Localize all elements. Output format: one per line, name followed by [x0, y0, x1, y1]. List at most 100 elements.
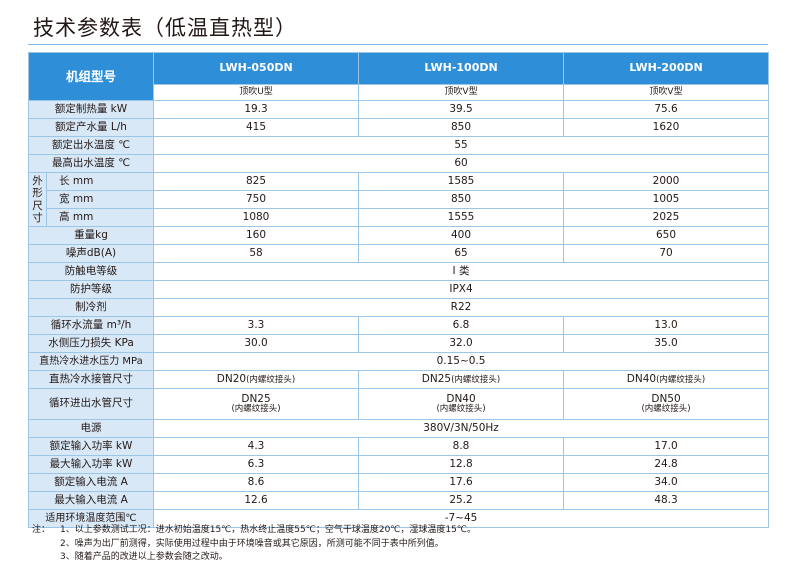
table-row: 防触电等级 I 类: [27, 262, 770, 281]
row-label: 电源: [27, 419, 155, 438]
cell-value: 12.8: [358, 455, 565, 474]
table-row: 电源 380V/3N/50Hz: [27, 419, 770, 438]
cell-value: 8.6: [153, 473, 360, 492]
cell-value: 30.0: [153, 334, 360, 353]
table-row: 额定出水温度 ℃ 55: [27, 136, 770, 155]
notes-tag: 注：: [32, 525, 51, 535]
row-label: 最大输入电流 A: [27, 491, 155, 510]
model-050: LWH-050DN: [153, 52, 360, 85]
pipe-note: (内螺纹接头): [451, 374, 501, 385]
row-label: 最大输入功率 kW: [27, 455, 155, 474]
pipe-size: DN25: [241, 392, 271, 405]
table-row: 额定输入功率 kW 4.3 8.8 17.0: [27, 437, 770, 456]
note-text: 2、噪声为出厂前测得，实际使用过程中由于环境噪音或其它原因，所测可能不同于表中所…: [60, 538, 444, 549]
cell-value: 850: [358, 190, 565, 209]
cell-value: 55: [153, 136, 770, 155]
page-title: 技术参数表（低温直热型）: [33, 16, 297, 40]
table-row: 宽 mm 750 850 1005: [29, 190, 770, 209]
row-label: 防触电等级: [27, 262, 155, 281]
cell-value: 24.8: [563, 455, 770, 474]
table-row: 额定制热量 kW 19.3 39.5 75.6: [27, 100, 770, 119]
table-row: 额定输入电流 A 8.6 17.6 34.0: [27, 473, 770, 492]
cell-value: 380V/3N/50Hz: [153, 419, 770, 438]
dims-group-text: 外 形 尺 寸: [32, 175, 43, 224]
subtype-050: 顶吹U型: [153, 84, 360, 101]
row-label: 水侧压力损失 KPa: [27, 334, 155, 353]
cell-value: 6.8: [358, 316, 565, 335]
row-label: 循环进出水管尺寸: [27, 388, 155, 420]
note-text: 1、以上参数测试工况：进水初始温度15℃，热水终止温度55℃；空气干球温度20℃…: [60, 525, 476, 535]
cell-value: 25.2: [358, 491, 565, 510]
cell-value: 1005: [563, 190, 770, 209]
table-row: 循环水流量 m³/h 3.3 6.8 13.0: [27, 316, 770, 335]
cell-value: 2000: [563, 172, 770, 191]
note-text: 3、随着产品的改进以上参数会随之改动。: [60, 552, 228, 562]
cell-value: 35.0: [563, 334, 770, 353]
row-label: 重量kg: [27, 226, 155, 245]
pipe-size: DN40: [626, 372, 657, 385]
pipe-size: DN50: [651, 392, 681, 405]
table-row: 适用环境温度范围℃ -7~45: [27, 509, 770, 528]
table-row: 循环进出水管尺寸 DN25 (内螺纹接头) DN40 (内螺纹接头) DN50 (内螺…: [27, 388, 770, 420]
row-label: 防护等级: [27, 280, 155, 299]
cell-value: 1620: [563, 118, 770, 137]
row-label: 额定产水量 L/h: [27, 118, 155, 137]
table-row: 直热冷水接管尺寸 DN20(内螺纹接头) DN25(内螺纹接头) DN40(内螺…: [27, 370, 770, 389]
model-100: LWH-100DN: [358, 52, 565, 85]
cell-value: 39.5: [358, 100, 565, 119]
cell-value: 60: [153, 154, 770, 173]
row-label: 循环水流量 m³/h: [27, 316, 155, 335]
cell-value: DN50 (内螺纹接头): [563, 388, 770, 420]
subtype-200: 顶吹V型: [563, 84, 770, 101]
cell-value: 6.3: [153, 455, 360, 474]
cell-value: 13.0: [563, 316, 770, 335]
table-row: 防护等级 IPX4: [27, 280, 770, 299]
cell-value: 12.6: [153, 491, 360, 510]
dims-group-label: 外 形 尺 寸: [28, 172, 47, 227]
cell-value: 34.0: [563, 473, 770, 492]
pipe-size: DN20: [216, 372, 247, 385]
table-row: 噪声dB(A) 58 65 70: [27, 244, 770, 263]
row-label: 直热冷水接管尺寸: [27, 370, 155, 389]
pipe-size: DN40: [446, 392, 476, 405]
cell-value: 850: [358, 118, 565, 137]
cell-value: 4.3: [153, 437, 360, 456]
cell-value: 1555: [358, 208, 565, 227]
title-divider: [28, 44, 768, 45]
row-label: 制冷剂: [27, 298, 155, 317]
cell-value: IPX4: [153, 280, 770, 299]
note-item: 2、噪声为出厂前测得，实际使用过程中由于环境噪音或其它原因，所测可能不同于表中所…: [32, 538, 476, 552]
cell-value: 415: [153, 118, 360, 137]
cell-value: 1585: [358, 172, 565, 191]
cell-value: 32.0: [358, 334, 565, 353]
cell-value: 750: [153, 190, 360, 209]
cell-value: 2025: [563, 208, 770, 227]
cell-value: 8.8: [358, 437, 565, 456]
table-row: 高 mm 1080 1555 2025: [29, 208, 770, 227]
spec-table: 机组型号 LWH-050DN LWH-100DN LWH-200DN 顶吹U型 …: [27, 52, 770, 528]
row-label: 长 mm: [45, 172, 155, 191]
cell-value: 58: [153, 244, 360, 263]
cell-value: DN25(内螺纹接头): [358, 370, 565, 389]
table-row: 最高出水温度 ℃ 60: [27, 154, 770, 173]
cell-value: I 类: [153, 262, 770, 281]
table-row: 外 形 尺 寸 长 mm 825 1585 2000: [28, 172, 770, 227]
table-row: 最大输入功率 kW 6.3 12.8 24.8: [27, 455, 770, 474]
header-corner: 机组型号: [27, 52, 155, 101]
row-label: 额定制热量 kW: [27, 100, 155, 119]
note-item: 3、随着产品的改进以上参数会随之改动。: [32, 551, 476, 565]
cell-value: 65: [358, 244, 565, 263]
row-label: 适用环境温度范围℃: [27, 509, 155, 528]
cell-value: DN40(内螺纹接头): [563, 370, 770, 389]
cell-value: 400: [358, 226, 565, 245]
table-row: 最大输入电流 A 12.6 25.2 48.3: [27, 491, 770, 510]
cell-value: -7~45: [153, 509, 770, 528]
cell-value: 19.3: [153, 100, 360, 119]
table-row: 额定产水量 L/h 415 850 1620: [27, 118, 770, 137]
row-label: 直热冷水进水压力 MPa: [27, 352, 155, 371]
pipe-note: (内螺纹接头): [246, 374, 296, 385]
cell-value: 650: [563, 226, 770, 245]
notes: 注： 1、以上参数测试工况：进水初始温度15℃，热水终止温度55℃；空气干球温度2…: [32, 524, 476, 565]
header-model-row: 机组型号 LWH-050DN LWH-100DN LWH-200DN: [27, 52, 770, 101]
model-200: LWH-200DN: [563, 52, 770, 85]
